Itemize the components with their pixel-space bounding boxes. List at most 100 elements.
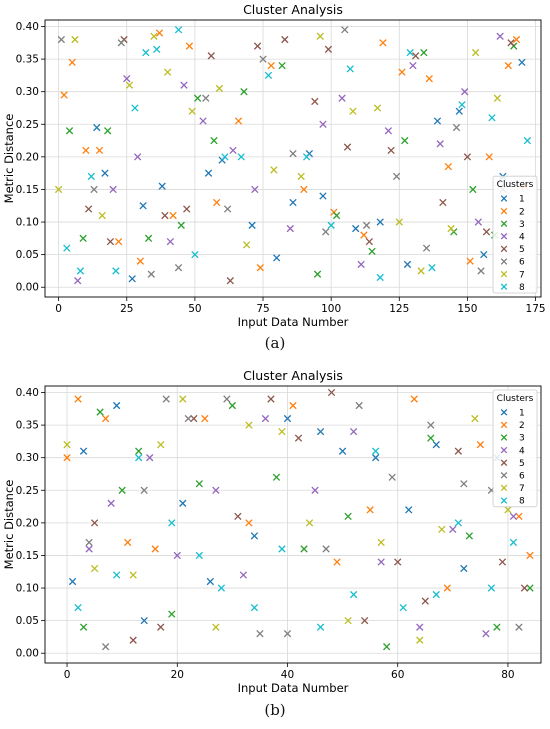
marker-stroke	[112, 571, 121, 579]
data-point-cluster-5	[253, 42, 262, 50]
marker-stroke	[101, 169, 109, 177]
marker-stroke	[123, 74, 131, 83]
legend: Clusters 1 2 3 4 5 6 7 8	[492, 389, 538, 508]
data-point-cluster-3	[79, 623, 88, 631]
data-point-cluster-4	[311, 486, 319, 494]
legend-label: 1	[519, 195, 525, 205]
marker-stroke	[147, 270, 155, 278]
marker-stroke	[360, 231, 368, 239]
marker-stroke	[221, 153, 229, 161]
scatter-plot-b: 0.00 0.05 0.10 0.15 0.20 0.25 0.30 0.35 0.40 0 20 4…	[2, 368, 542, 695]
y-tick-label: 0.00	[16, 648, 39, 660]
legend-marker	[500, 421, 508, 429]
marker-stroke	[294, 434, 303, 442]
marker-stroke	[452, 123, 461, 132]
data-point-cluster-5	[482, 228, 491, 236]
marker-stroke	[151, 545, 159, 553]
data-point-cluster-3	[210, 136, 218, 145]
marker-stroke	[74, 277, 82, 285]
data-point-cluster-7	[416, 636, 424, 644]
x-tick-label: 60	[391, 669, 404, 681]
marker-stroke	[140, 616, 148, 625]
data-point-cluster-3	[427, 434, 435, 442]
marker-stroke	[204, 169, 213, 177]
marker-stroke	[74, 395, 82, 403]
marker-stroke	[283, 630, 292, 638]
data-point-cluster-2	[512, 35, 521, 44]
marker-stroke	[90, 185, 98, 194]
data-point-cluster-4	[436, 140, 444, 148]
data-point-cluster-7	[270, 166, 278, 174]
marker-stroke	[63, 454, 71, 462]
marker-stroke	[458, 101, 466, 109]
data-point-cluster-3	[300, 545, 308, 553]
marker-stroke	[368, 247, 376, 256]
legend-marker	[500, 220, 508, 227]
legend-item-5: 5	[500, 245, 525, 255]
legend-label: 5	[519, 245, 525, 255]
legend-item-1: 1	[500, 409, 525, 419]
marker-stroke	[259, 55, 267, 63]
caption-b: (b)	[264, 701, 286, 719]
marker-stroke	[157, 440, 165, 449]
data-point-cluster-5	[454, 447, 462, 455]
data-point-cluster-7	[417, 267, 425, 275]
data-point-cluster-6	[289, 149, 297, 158]
data-point-cluster-4	[74, 277, 82, 285]
legend-marker	[500, 434, 508, 441]
data-point-cluster-7	[71, 35, 79, 44]
data-point-cluster-7	[493, 94, 502, 102]
marker-stroke	[180, 81, 188, 89]
x-tick-label: 80	[501, 669, 514, 681]
data-point-cluster-3	[465, 532, 474, 540]
data-point-cluster-3	[168, 610, 176, 618]
marker-stroke	[496, 32, 504, 40]
legend-marker	[500, 245, 508, 253]
data-point-cluster-7	[157, 440, 165, 449]
data-point-cluster-3	[469, 185, 477, 194]
legend-item-3: 3	[500, 220, 525, 230]
plot-frame	[44, 19, 542, 298]
data-point-cluster-5	[439, 198, 447, 207]
marker-stroke	[201, 414, 209, 423]
marker-stroke	[199, 117, 207, 125]
data-point-cluster-3	[79, 234, 87, 243]
data-point-cluster-8	[454, 519, 462, 527]
data-point-cluster-4	[416, 623, 424, 631]
marker-stroke	[101, 414, 110, 423]
data-point-cluster-1	[460, 564, 468, 573]
marker-stroke	[507, 39, 515, 47]
marker-stroke	[416, 636, 424, 644]
marker-stroke	[79, 447, 88, 455]
legend-item-1: 1	[500, 195, 525, 205]
marker-stroke	[509, 538, 518, 547]
marker-stroke	[349, 427, 358, 436]
data-point-cluster-7	[349, 107, 357, 115]
marker-stroke	[136, 257, 145, 265]
data-point-cluster-1	[101, 169, 109, 177]
marker-stroke	[253, 42, 262, 50]
data-point-cluster-4	[319, 120, 327, 128]
data-point-cluster-1	[158, 182, 166, 190]
data-point-cluster-6	[256, 630, 264, 638]
data-point-cluster-1	[372, 454, 380, 462]
x-axis-label: Input Data Number	[238, 315, 349, 329]
data-point-cluster-3	[401, 136, 409, 145]
marker-stroke	[443, 584, 451, 592]
marker-stroke	[240, 88, 248, 96]
data-point-cluster-8	[76, 267, 85, 275]
data-point-cluster-5	[106, 237, 115, 246]
data-point-cluster-3	[96, 408, 104, 416]
legend-item-8: 8	[500, 497, 525, 507]
marker-stroke	[183, 205, 191, 213]
data-point-cluster-1	[140, 616, 148, 625]
legend-label: 4	[519, 446, 525, 456]
data-point-cluster-4	[123, 74, 131, 83]
data-point-cluster-2	[114, 237, 123, 246]
data-point-cluster-6	[515, 623, 523, 631]
data-point-cluster-2	[333, 558, 341, 566]
marker-stroke	[278, 61, 286, 70]
data-point-cluster-2	[151, 545, 159, 553]
marker-stroke	[264, 71, 273, 80]
